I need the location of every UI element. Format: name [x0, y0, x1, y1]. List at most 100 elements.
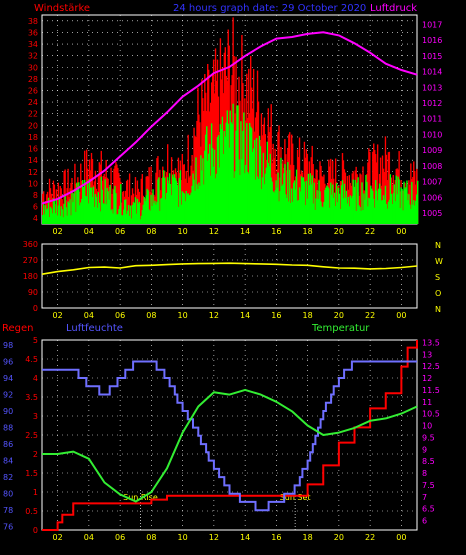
- gust-bar: [45, 194, 48, 224]
- wind-bar: [44, 205, 47, 224]
- wind-bar: [117, 214, 119, 224]
- wind-bar: [179, 170, 182, 224]
- wind-bar: [220, 128, 223, 224]
- wind-bar: [212, 166, 215, 224]
- wind-bar: [125, 214, 128, 224]
- wind-bar: [394, 201, 396, 224]
- wind-pressure-chart: 4681012141618202224262830323436381005100…: [28, 14, 442, 236]
- gust-bar: [66, 188, 68, 224]
- direction-y-tick-label: 360: [23, 240, 38, 249]
- wind-bar: [389, 174, 392, 224]
- gust-bar: [159, 169, 161, 224]
- gust-bar: [99, 164, 101, 224]
- wind-bar: [99, 211, 101, 224]
- gust-bar: [149, 191, 151, 224]
- wind-y-tick-label: 30: [28, 63, 38, 72]
- wind-bar: [345, 190, 348, 224]
- wind-bar: [313, 182, 315, 224]
- gust-bar: [388, 151, 391, 224]
- wind-bar: [234, 171, 236, 224]
- wind-bar: [266, 141, 268, 224]
- gust-bar: [412, 176, 414, 224]
- wind-bar: [257, 178, 260, 224]
- wind-bar: [355, 211, 357, 224]
- wind-bar: [387, 201, 390, 224]
- gust-bar: [193, 127, 195, 224]
- wind-bar: [318, 180, 320, 224]
- x-tick-label: 08: [146, 227, 156, 236]
- wind-bar: [150, 194, 152, 224]
- pressure-y-tick-label: 1017: [422, 20, 442, 29]
- gust-bar: [257, 101, 260, 224]
- wind-bar: [147, 190, 149, 224]
- gust-bar: [339, 180, 342, 224]
- wind-bar: [104, 179, 106, 224]
- wind-bar: [195, 157, 197, 224]
- wind-bar: [302, 177, 305, 224]
- wind-bar: [96, 207, 99, 224]
- gust-bar: [244, 98, 246, 224]
- direction-y-tick-label: 180: [23, 272, 38, 281]
- gust-bar: [60, 188, 62, 224]
- wind-bar: [141, 210, 143, 224]
- wind-bar: [349, 195, 351, 224]
- wind-bar: [127, 204, 130, 224]
- wind-bar: [271, 181, 273, 224]
- gust-bar: [374, 149, 376, 224]
- wind-bar: [407, 200, 409, 224]
- wind-bar: [76, 182, 78, 224]
- humidity-y-tick-label: 86: [3, 440, 13, 449]
- wind-bar: [211, 148, 214, 224]
- gust-bar: [98, 162, 101, 224]
- wind-bar: [175, 180, 178, 224]
- wind-y-tick-label: 18: [28, 133, 38, 142]
- pressure-axis-title: Luftdruck: [370, 3, 417, 14]
- wind-bar: [238, 159, 240, 224]
- wind-bar: [276, 187, 278, 224]
- wind-bar: [411, 181, 413, 224]
- wind-bar: [43, 214, 46, 224]
- wind-bar: [89, 187, 92, 224]
- wind-bar: [253, 139, 256, 224]
- sun-marker-label: Sun Set: [280, 493, 311, 502]
- gust-bar: [298, 137, 301, 224]
- wind-bar: [226, 110, 228, 224]
- gust-bar: [46, 191, 49, 224]
- wind-bar: [159, 210, 161, 224]
- humidity-y-tick-label: 80: [3, 490, 13, 499]
- gust-bar: [141, 174, 143, 224]
- gust-bar: [209, 102, 212, 224]
- wind-bar: [79, 205, 81, 224]
- x-tick-label: 06: [115, 533, 125, 542]
- wind-bar: [347, 196, 350, 224]
- wind-bar: [56, 215, 59, 224]
- gust-bar: [321, 176, 323, 224]
- x-tick-label: 22: [365, 311, 375, 320]
- wind-bar: [51, 213, 54, 224]
- wind-bar: [165, 199, 167, 224]
- wind-bar: [405, 187, 407, 224]
- wind-bar: [202, 158, 204, 224]
- wind-bar: [256, 176, 259, 224]
- wind-bar: [356, 182, 358, 224]
- wind-bar: [119, 205, 121, 224]
- wind-bar: [148, 209, 150, 224]
- humidity-y-tick-label: 84: [3, 457, 13, 466]
- wind-bar: [289, 169, 291, 224]
- gust-bar: [373, 143, 375, 224]
- wind-bar: [177, 206, 180, 224]
- x-tick-label: 00: [396, 533, 406, 542]
- wind-bar: [135, 213, 138, 224]
- wind-bar: [149, 210, 151, 224]
- pressure-y-tick-label: 1009: [422, 146, 442, 155]
- gust-bar: [63, 170, 65, 224]
- wind-bar: [82, 180, 84, 224]
- direction-plot-frame: [41, 243, 418, 309]
- compass-label: N: [435, 305, 441, 314]
- gust-bar: [42, 193, 44, 224]
- wind-bar: [235, 130, 237, 224]
- wind-bar: [130, 218, 133, 224]
- wind-bar: [227, 123, 229, 224]
- wind-bar: [180, 204, 183, 224]
